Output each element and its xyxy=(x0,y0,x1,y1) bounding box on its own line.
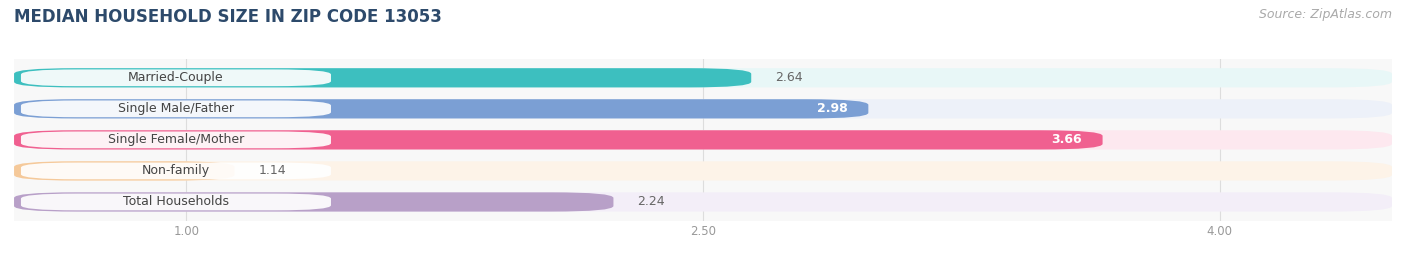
FancyBboxPatch shape xyxy=(14,130,1102,150)
Text: 3.66: 3.66 xyxy=(1052,133,1083,146)
FancyBboxPatch shape xyxy=(14,161,235,180)
Text: 2.24: 2.24 xyxy=(637,196,665,208)
FancyBboxPatch shape xyxy=(14,99,869,118)
Text: Non-family: Non-family xyxy=(142,164,209,178)
Text: Single Male/Father: Single Male/Father xyxy=(118,102,233,115)
FancyBboxPatch shape xyxy=(14,130,1392,150)
FancyBboxPatch shape xyxy=(14,192,1392,212)
FancyBboxPatch shape xyxy=(14,99,1392,118)
FancyBboxPatch shape xyxy=(21,132,330,148)
FancyBboxPatch shape xyxy=(14,68,751,87)
FancyBboxPatch shape xyxy=(14,161,1392,180)
Text: MEDIAN HOUSEHOLD SIZE IN ZIP CODE 13053: MEDIAN HOUSEHOLD SIZE IN ZIP CODE 13053 xyxy=(14,8,441,26)
Text: 1.14: 1.14 xyxy=(259,164,287,178)
Text: Source: ZipAtlas.com: Source: ZipAtlas.com xyxy=(1258,8,1392,21)
FancyBboxPatch shape xyxy=(21,162,330,179)
FancyBboxPatch shape xyxy=(21,100,330,117)
Text: Married-Couple: Married-Couple xyxy=(128,71,224,84)
Text: 2.98: 2.98 xyxy=(817,102,848,115)
FancyBboxPatch shape xyxy=(14,68,1392,87)
Text: 2.64: 2.64 xyxy=(775,71,803,84)
FancyBboxPatch shape xyxy=(21,194,330,210)
FancyBboxPatch shape xyxy=(14,192,613,212)
FancyBboxPatch shape xyxy=(21,69,330,86)
Text: Single Female/Mother: Single Female/Mother xyxy=(108,133,245,146)
Text: Total Households: Total Households xyxy=(122,196,229,208)
